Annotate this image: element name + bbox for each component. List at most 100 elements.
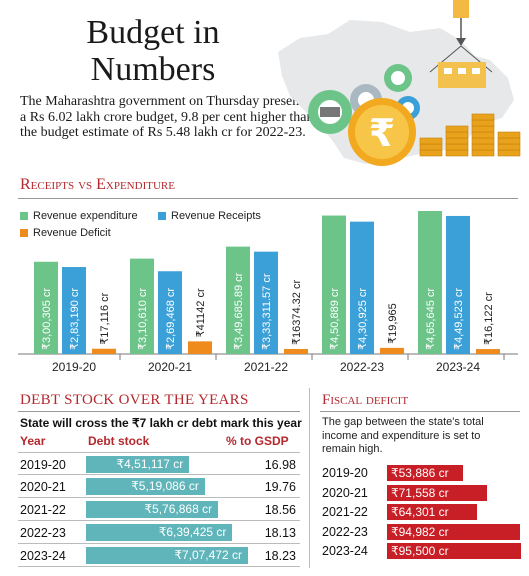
data-label: ₹2,83,190 cr [69, 288, 81, 350]
fiscal-year: 2019-20 [322, 466, 368, 480]
debt-bar: ₹6,39,425 cr [86, 524, 233, 541]
fiscal-value: ₹95,500 cr [391, 544, 449, 558]
debt-bar: ₹5,76,868 cr [86, 501, 219, 518]
bar-revenue-receipts [158, 271, 182, 354]
debt-table-row: 2023-24 ₹7,07,472 cr 18.23 [18, 544, 300, 567]
debt-year: 2019-20 [20, 458, 66, 472]
legend-swatch-expenditure [20, 212, 28, 220]
fiscal-bar: ₹71,558 cr [387, 484, 488, 501]
data-label: ₹17,116 cr [99, 292, 111, 344]
fiscal-value: ₹94,982 cr [391, 524, 449, 539]
debt-pct-gsdp: 16.98 [264, 458, 296, 472]
fiscal-year: 2021-22 [322, 505, 368, 519]
debt-value: ₹7,07,472 cr [174, 548, 242, 562]
debt-bar: ₹5,19,086 cr [86, 478, 205, 495]
data-label: ₹4,50,889 cr [329, 288, 341, 350]
bar-revenue-expenditure [322, 215, 346, 354]
debt-table-row: 2020-21 ₹5,19,086 cr 19.76 [18, 475, 300, 498]
debt-year: 2023-24 [20, 549, 66, 563]
debt-col-pct: % to GSDP [226, 434, 289, 448]
debt-pct-gsdp: 18.13 [264, 526, 296, 540]
bar-revenue-expenditure [34, 261, 58, 354]
data-label: ₹3,49,685.89 cr [233, 272, 245, 350]
budget-illustration: ₹ [278, 0, 521, 166]
bar-revenue-deficit [188, 341, 212, 354]
debt-col-stock: Debt stock [88, 434, 150, 448]
debt-heading-rule [18, 411, 300, 412]
title-line-2: Numbers [90, 51, 216, 88]
fiscal-bar: ₹95,500 cr [387, 543, 521, 559]
fiscal-value: ₹71,558 cr [391, 485, 449, 500]
fiscal-description: The gap between the state's total income… [322, 416, 484, 455]
building-block [438, 62, 486, 88]
bar-revenue-receipts [350, 221, 374, 354]
fiscal-row: 2023-24 ₹95,500 cr [320, 540, 526, 562]
debt-heading: Debt stock over the years [20, 392, 249, 408]
x-tick-label: 2020-21 [148, 360, 192, 374]
fiscal-bar: ₹94,982 cr [387, 523, 521, 540]
receipts-heading: Receipts vs Expenditure [20, 176, 175, 193]
fiscal-year: 2023-24 [322, 544, 368, 558]
bar-revenue-deficit [380, 347, 404, 354]
fiscal-value: ₹53,886 cr [391, 466, 449, 480]
fiscal-row: 2020-21 ₹71,558 cr [320, 482, 526, 504]
data-label: ₹4,30,925 cr [357, 288, 369, 350]
data-label: ₹2,69,468 cr [165, 288, 177, 350]
receipts-heading-rule [18, 198, 518, 199]
fiscal-bar: ₹64,301 cr [387, 504, 478, 520]
legend-swatch-deficit [20, 229, 28, 237]
fiscal-heading: Fiscal deficit [322, 392, 409, 408]
x-tick-label: 2021-22 [244, 360, 288, 374]
debt-table-row: 2019-20 ₹4,51,117 cr 16.98 [18, 452, 300, 475]
crane-hook-icon [456, 38, 466, 46]
debt-value: ₹5,19,086 cr [131, 479, 199, 493]
fiscal-row: 2021-22 ₹64,301 cr [320, 501, 526, 523]
data-label: ₹3,00,305 cr [41, 288, 53, 350]
debt-pct-gsdp: 19.76 [264, 480, 296, 494]
data-label: ₹16374.32 cr [291, 280, 303, 345]
data-label: ₹16,122 cr [483, 292, 495, 345]
debt-year: 2021-22 [20, 503, 66, 517]
debt-year: 2022-23 [20, 526, 66, 540]
debt-col-year: Year [20, 434, 46, 448]
data-label: ₹4,65,645 cr [425, 288, 437, 350]
fiscal-year: 2022-23 [322, 524, 368, 539]
receipts-expenditure-chart: ₹3,00,305 cr ₹2,83,190 cr ₹17,116 cr 2019-2… [18, 211, 518, 374]
bar-revenue-receipts [62, 267, 86, 354]
coin-stacks-icon [419, 113, 521, 157]
x-tick-label: 2022-23 [340, 360, 384, 374]
debt-table-row: 2021-22 ₹5,76,868 cr 18.56 [18, 498, 300, 521]
debt-bar: ₹4,51,117 cr [86, 456, 190, 473]
fiscal-year: 2020-21 [322, 485, 368, 500]
bar-revenue-expenditure [226, 246, 250, 354]
debt-pct-gsdp: 18.56 [264, 503, 296, 517]
debt-pct-gsdp: 18.23 [264, 549, 296, 563]
legend-revenue-receipts: Revenue Receipts [158, 210, 261, 222]
debt-year: 2020-21 [20, 480, 66, 494]
bar-revenue-deficit [284, 348, 308, 354]
x-tick-label: 2023-24 [436, 360, 480, 374]
legend-label: Revenue Receipts [171, 210, 261, 222]
section-divider [309, 388, 310, 568]
svg-text:₹: ₹ [369, 111, 395, 155]
debt-value: ₹6,39,425 cr [158, 525, 227, 539]
bar-revenue-expenditure [130, 258, 154, 354]
fiscal-bar: ₹53,886 cr [387, 465, 463, 481]
x-tick-label: 2019-20 [52, 360, 96, 374]
bar-revenue-receipts [254, 251, 278, 354]
bar-revenue-expenditure [418, 211, 442, 354]
bar-revenue-deficit [476, 349, 500, 354]
legend-revenue-deficit: Revenue Deficit [20, 227, 111, 239]
intro-text: The Maharashtra government on Thursday p… [20, 94, 317, 140]
bar-revenue-receipts [446, 215, 470, 354]
fiscal-row: 2022-23 ₹94,982 cr [320, 521, 526, 543]
fiscal-heading-rule [320, 411, 520, 412]
data-label: ₹3,10,610 cr [137, 288, 149, 350]
title-line-1: Budget in [86, 14, 220, 51]
legend-label: Revenue expenditure [33, 210, 138, 222]
legend-swatch-receipts [158, 212, 166, 220]
fiscal-value: ₹64,301 cr [391, 505, 449, 519]
fiscal-row: 2019-20 ₹53,886 cr [320, 462, 526, 484]
debt-value: ₹5,76,868 cr [144, 502, 213, 516]
data-label: ₹41142 cr [195, 288, 207, 337]
